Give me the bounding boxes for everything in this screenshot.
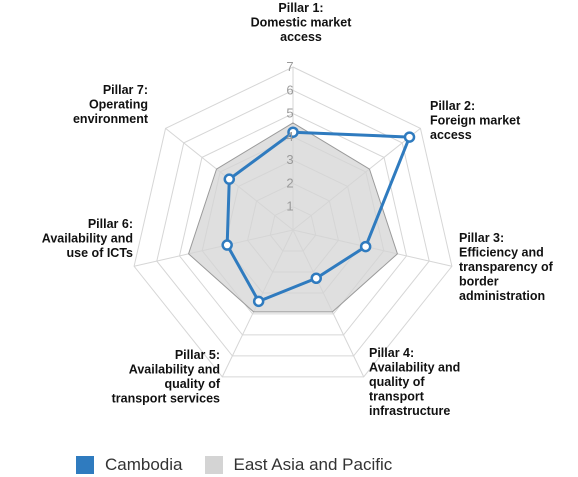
axis-label-line: Pillar 7: (103, 83, 148, 97)
legend-item-cambodia: Cambodia (76, 455, 183, 475)
legend-swatch-cambodia (76, 456, 94, 474)
axis-label-line: Pillar 6: (88, 217, 133, 231)
axis-label-pillar-3: Pillar 3: Efficiency and transparency of bo… (459, 231, 554, 303)
legend: Cambodia East Asia and Pacific (76, 455, 414, 475)
axis-label-line: quality of (164, 377, 220, 391)
axis-label-line: Pillar 4: (369, 346, 414, 360)
radial-tick-label: 3 (286, 152, 293, 167)
grid-ring (178, 113, 408, 336)
data-point-cambodia (221, 239, 233, 251)
axis-label-line: use of ICTs (67, 246, 133, 260)
grid-ring (133, 66, 453, 378)
radial-tick-labels: 1 2 3 4 5 6 7 (286, 59, 293, 214)
axis-label-pillar-6: Pillar 6: Availability and use of ICTs (42, 217, 133, 260)
axis-label-pillar-4: Pillar 4: Availability and quality of trans… (369, 346, 460, 418)
axis-label-line: environment (73, 112, 149, 126)
axis-label-line: Availability and (42, 232, 133, 246)
data-point-cambodia (252, 295, 265, 308)
data-point-cambodia (310, 272, 322, 285)
radar-series (187, 122, 416, 313)
axis-label-line: Pillar 2: (430, 99, 475, 113)
data-point-cambodia (403, 131, 416, 143)
axis-label-line: Pillar 1: (278, 1, 323, 15)
axis-label-line: Foreign market (430, 114, 521, 128)
legend-label-cambodia: Cambodia (105, 455, 183, 474)
axis-label-line: border (459, 275, 499, 289)
axis-label-line: Availability and (129, 363, 220, 377)
legend-item-east-asia-pacific: East Asia and Pacific (204, 455, 393, 475)
axis-label-pillar-2: Pillar 2: Foreign market access (430, 99, 521, 142)
axis-label-line: Pillar 3: (459, 231, 504, 245)
axis-label-line: administration (459, 289, 545, 303)
axis-label-pillar-1: Pillar 1: Domestic market access (251, 1, 353, 44)
axis-label-line: Pillar 5: (175, 348, 220, 362)
grid-ring (156, 89, 430, 357)
axis-label-line: Domestic market (251, 16, 353, 30)
axis-label-line: transport (369, 390, 425, 404)
axis-label-line: transport services (112, 392, 220, 406)
radial-tick-label: 5 (286, 106, 293, 121)
axis-label-line: infrastructure (369, 404, 450, 418)
series-line-cambodia (225, 130, 412, 303)
axis-label-line: transparency of (459, 260, 554, 274)
data-point-cambodia (223, 173, 236, 185)
axis-label-line: Efficiency and (459, 246, 544, 260)
radial-tick-label: 1 (286, 199, 293, 214)
radial-tick-label: 2 (286, 175, 293, 190)
axis-label-pillar-5: Pillar 5: Availability and quality of trans… (112, 348, 221, 406)
axis-label-line: Availability and (369, 361, 460, 375)
legend-swatch-east-asia-pacific (204, 456, 223, 474)
radial-tick-label: 7 (286, 59, 293, 74)
axis-label-line: access (430, 128, 472, 142)
data-point-cambodia (287, 126, 299, 138)
axis-label-line: Operating (89, 98, 148, 112)
legend-label-east-asia-pacific: East Asia and Pacific (233, 455, 393, 474)
axis-label-line: quality of (369, 375, 425, 389)
axis-label-pillar-7: Pillar 7: Operating environment (73, 83, 149, 126)
radial-tick-label: 6 (286, 82, 293, 97)
radial-tick-label: 4 (286, 129, 293, 144)
axis-label-line: access (280, 30, 322, 44)
data-point-cambodia (359, 240, 372, 253)
